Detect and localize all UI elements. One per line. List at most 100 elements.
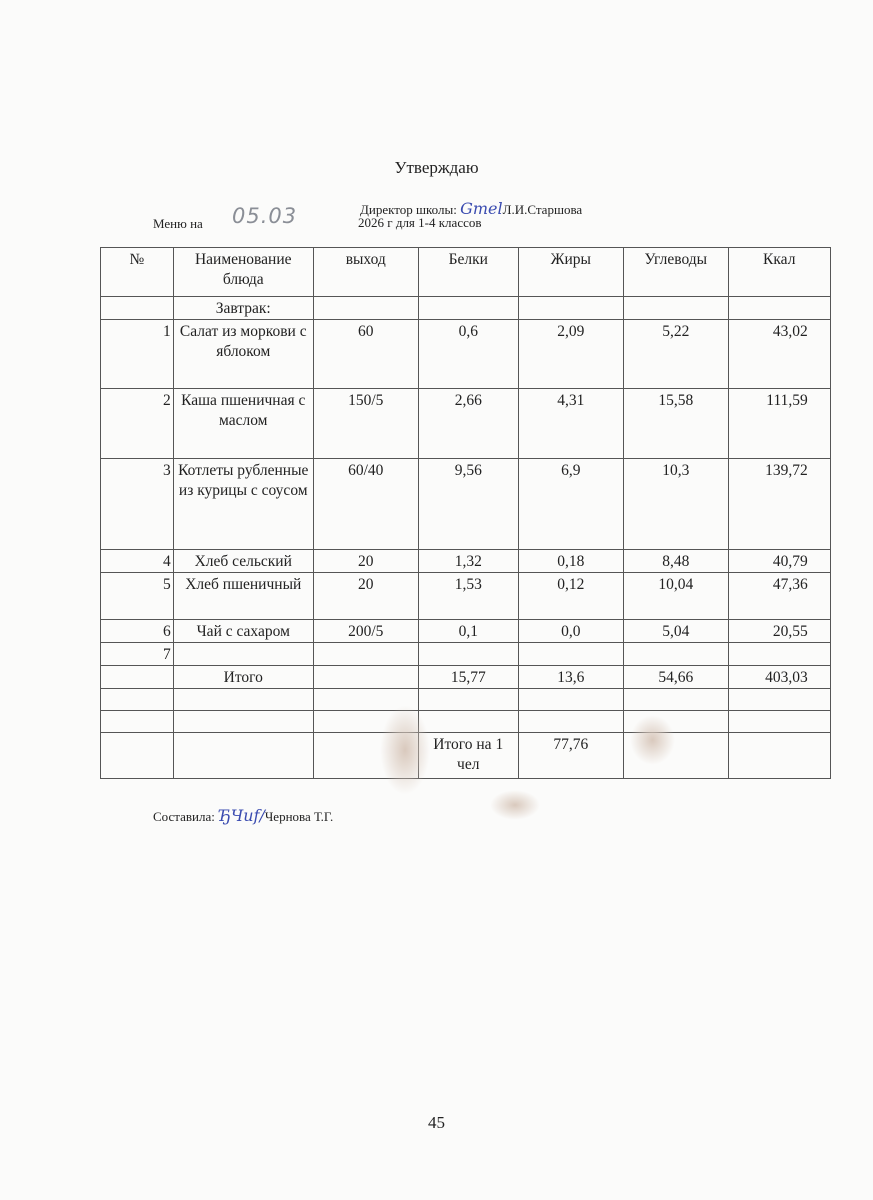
table-cell: 0,18	[517, 549, 624, 573]
table-cell: 60/40	[312, 458, 419, 550]
table-row: 1 Салат из моркови с яблоком 60 0,6 2,09 5,22…	[100, 319, 831, 389]
table-cell	[172, 732, 314, 779]
director-label: Директор школы:	[360, 202, 457, 217]
approval-title: Утверждаю	[394, 158, 479, 177]
table-cell: 5,04	[622, 619, 729, 643]
table-cell: 47,36	[727, 572, 831, 620]
table-cell	[417, 642, 519, 666]
table-cell: 7	[100, 642, 174, 666]
table-cell: 1	[100, 319, 174, 389]
table-cell	[517, 642, 624, 666]
table-cell	[417, 688, 519, 711]
table-cell	[100, 688, 174, 711]
table-row: 5 Хлеб пшеничный 20 1,53 0,12 10,04 47,36	[100, 572, 831, 620]
table-cell	[312, 665, 419, 689]
empty-row	[100, 710, 831, 733]
table-cell: 0,1	[417, 619, 519, 643]
per-person-label: Итого на 1 чел	[417, 732, 519, 779]
table-cell: 43,02	[727, 319, 831, 389]
table-cell: Ккал	[727, 247, 831, 297]
director-line: Директор школы: GmelЛ.И.Старшова	[360, 199, 582, 218]
table-cell: Салат из моркови с яблоком	[172, 319, 314, 389]
table-cell: Наименование блюда	[172, 247, 314, 297]
table-cell: 15,77	[417, 665, 519, 689]
table-cell	[517, 296, 624, 320]
table-cell	[517, 688, 624, 711]
table-cell	[100, 665, 174, 689]
table-cell: 40,79	[727, 549, 831, 573]
table-cell: 20,55	[727, 619, 831, 643]
table-cell	[172, 688, 314, 711]
table-cell: Углеводы	[622, 247, 729, 297]
menu-table: № Наименование блюда выход Белки Жиры Углевод…	[100, 247, 831, 779]
total-row: Итого 15,77 13,6 54,66 403,03	[100, 665, 831, 689]
table-cell	[727, 710, 831, 733]
table-cell: №	[100, 247, 174, 297]
table-cell	[312, 642, 419, 666]
table-row: 6 Чай с сахаром 200/5 0,1 0,0 5,04 20,55	[100, 619, 831, 643]
table-cell	[727, 296, 831, 320]
table-cell: 1,32	[417, 549, 519, 573]
year-line: 2026 г для 1-4 классов	[358, 215, 482, 230]
table-cell: 6	[100, 619, 174, 643]
table-cell: 13,6	[517, 665, 624, 689]
table-cell	[100, 732, 174, 779]
table-cell: 403,03	[727, 665, 831, 689]
per-person-row: Итого на 1 чел 77,76	[100, 732, 831, 779]
table-cell: 5	[100, 572, 174, 620]
table-cell: Чай с сахаром	[172, 619, 314, 643]
table-cell: 8,48	[622, 549, 729, 573]
section-label: Завтрак:	[172, 296, 314, 320]
table-row: 3 Котлеты рубленные из курицы с соусом 60/…	[100, 458, 831, 550]
table-cell: 3	[100, 458, 174, 550]
table-cell	[517, 710, 624, 733]
table-cell: 0,6	[417, 319, 519, 389]
table-cell: Хлеб сельский	[172, 549, 314, 573]
table-cell: 54,66	[622, 665, 729, 689]
table-cell: 4,31	[517, 388, 624, 459]
table-row: 4 Хлеб сельский 20 1,32 0,18 8,48 40,79	[100, 549, 831, 573]
director-signature: Gmel	[460, 199, 503, 218]
table-cell: Итого	[172, 665, 314, 689]
table-cell: 2,66	[417, 388, 519, 459]
empty-row	[100, 688, 831, 711]
table-cell: 10,04	[622, 572, 729, 620]
table-cell: Хлеб пшеничный	[172, 572, 314, 620]
table-cell: Котлеты рубленные из курицы с соусом	[172, 458, 314, 550]
table-cell: 150/5	[312, 388, 419, 459]
table-cell: 20	[312, 572, 419, 620]
table-cell: 1,53	[417, 572, 519, 620]
table-cell: 2,09	[517, 319, 624, 389]
table-cell: 2	[100, 388, 174, 459]
page-number: 45	[428, 1113, 445, 1132]
table-cell: 5,22	[622, 319, 729, 389]
per-person-value: 77,76	[517, 732, 624, 779]
table-cell: 9,56	[417, 458, 519, 550]
table-cell: 20	[312, 549, 419, 573]
table-cell: Белки	[417, 247, 519, 297]
table-cell	[172, 710, 314, 733]
table-cell	[417, 296, 519, 320]
table-cell: 111,59	[727, 388, 831, 459]
table-cell	[172, 642, 314, 666]
table-cell: выход	[312, 247, 419, 297]
compiled-signature: ЂЧuf/	[218, 806, 265, 825]
table-cell: 15,58	[622, 388, 729, 459]
table-cell: 0,12	[517, 572, 624, 620]
table-cell: 10,3	[622, 458, 729, 550]
director-name: Л.И.Старшова	[502, 202, 583, 217]
table-row: 7	[100, 642, 831, 666]
menu-label: Меню на	[153, 216, 203, 231]
compiled-name: Чернова Т.Г.	[264, 809, 334, 824]
table-header-row: № Наименование блюда выход Белки Жиры Углевод…	[100, 247, 831, 297]
table-cell: Жиры	[517, 247, 624, 297]
table-cell: 60	[312, 319, 419, 389]
table-cell	[622, 642, 729, 666]
table-cell: 139,72	[727, 458, 831, 550]
table-cell	[312, 296, 419, 320]
table-cell: 200/5	[312, 619, 419, 643]
compiled-line: Составила: ЂЧuf/Чернова Т.Г.	[153, 806, 333, 825]
table-cell	[622, 296, 729, 320]
menu-date: 05.03	[232, 204, 298, 228]
table-cell	[100, 296, 174, 320]
